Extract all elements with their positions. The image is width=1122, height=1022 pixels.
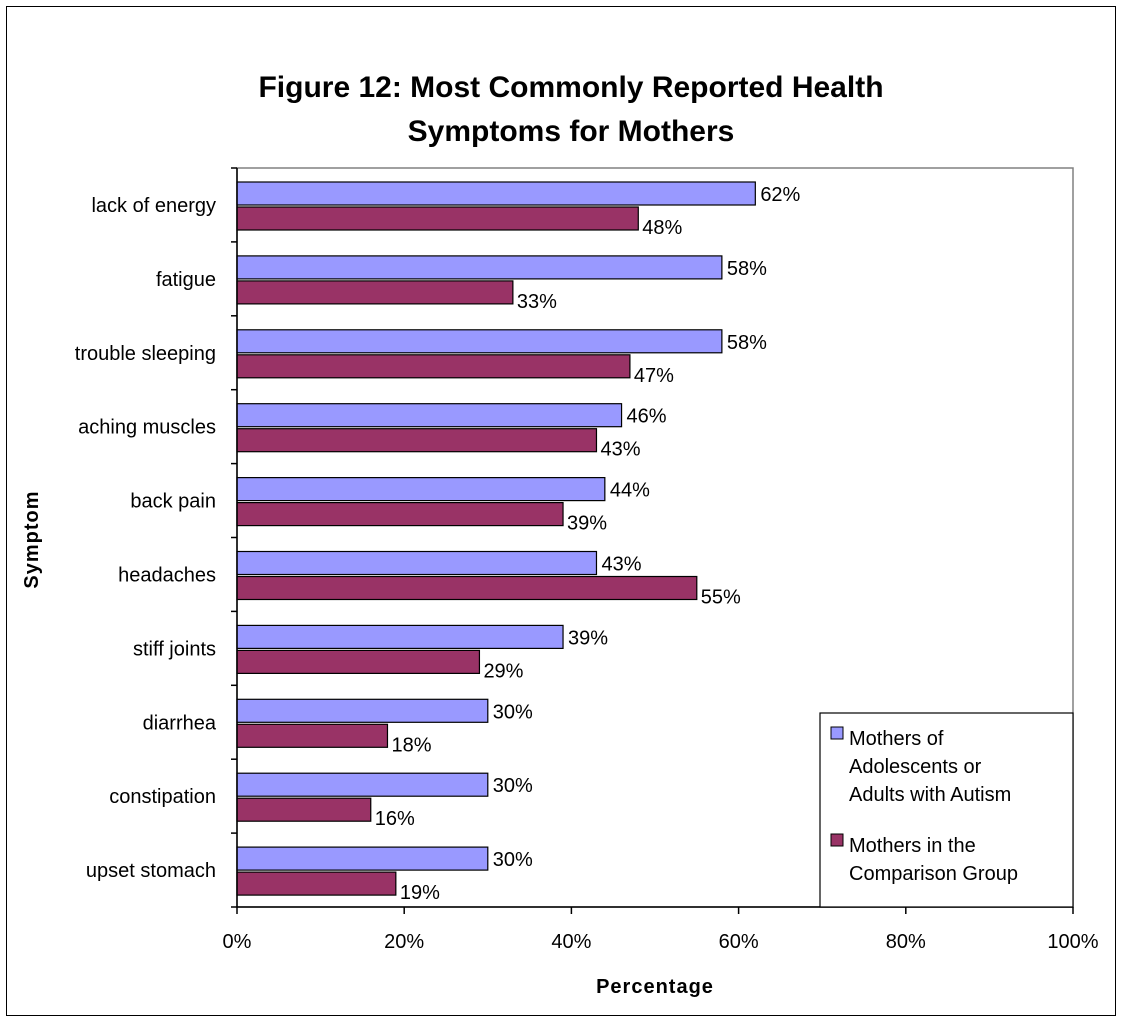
- data-label-comparison-upset-stomach: 19%: [400, 882, 440, 904]
- chart-title-line-2: Symptoms for Mothers: [408, 115, 735, 148]
- bar-autism-fatigue: [236, 255, 723, 280]
- data-label-autism-headaches: 43%: [601, 554, 641, 576]
- bar-comparison-aching-muscles: [236, 428, 598, 453]
- bar-autism-aching-muscles: [236, 403, 623, 428]
- x-tick-label-100pct: 100%: [1047, 931, 1098, 953]
- category-label-trouble-sleeping: trouble sleeping: [75, 343, 216, 365]
- data-label-autism-upset-stomach: 30%: [493, 849, 533, 871]
- legend-label-autism-line-1: Mothers of: [849, 728, 944, 750]
- bar-autism-upset-stomach: [236, 846, 489, 871]
- x-tick-label-20pct: 20%: [384, 931, 424, 953]
- bar-autism-diarrhea: [236, 698, 489, 723]
- category-label-diarrhea: diarrhea: [143, 712, 217, 734]
- data-label-autism-fatigue: 58%: [727, 258, 767, 280]
- category-label-back-pain: back pain: [130, 491, 216, 513]
- y-axis-title: Symptom: [21, 490, 43, 588]
- x-tick-label-40pct: 40%: [551, 931, 591, 953]
- data-label-comparison-fatigue: 33%: [517, 291, 557, 313]
- bar-comparison-stiff-joints: [236, 649, 481, 675]
- x-axis-title: Percentage: [596, 976, 714, 998]
- data-label-autism-stiff-joints: 39%: [568, 627, 608, 649]
- x-tick-label-60pct: 60%: [719, 931, 759, 953]
- bar-comparison-lack-of-energy: [236, 206, 639, 231]
- bar-comparison-back-pain: [236, 502, 564, 527]
- category-label-headaches: headaches: [118, 565, 216, 587]
- data-label-comparison-headaches: 55%: [701, 587, 741, 609]
- legend-swatch-comparison: [830, 833, 844, 847]
- category-label-fatigue: fatigue: [156, 269, 216, 291]
- legend-label-comparison-line-2: Comparison Group: [849, 863, 1018, 885]
- legend-box: [819, 712, 1074, 908]
- bar-autism-lack-of-energy: [236, 181, 756, 206]
- bar-comparison-headaches: [236, 575, 698, 601]
- bar-autism-stiff-joints: [236, 624, 564, 650]
- data-label-autism-back-pain: 44%: [610, 480, 650, 502]
- data-label-comparison-aching-muscles: 43%: [600, 439, 640, 461]
- category-label-upset-stomach: upset stomach: [86, 860, 216, 882]
- category-label-aching-muscles: aching muscles: [78, 417, 216, 439]
- legend-label-autism-line-2: Adolescents or: [849, 756, 982, 778]
- bar-autism-back-pain: [236, 477, 606, 502]
- data-label-comparison-stiff-joints: 29%: [483, 660, 523, 682]
- data-label-autism-constipation: 30%: [493, 775, 533, 797]
- bar-comparison-diarrhea: [236, 723, 389, 748]
- data-label-autism-diarrhea: 30%: [493, 701, 533, 723]
- chart-title-line-1: Figure 12: Most Commonly Reported Health: [258, 71, 883, 104]
- data-label-comparison-constipation: 16%: [375, 808, 415, 830]
- bar-comparison-constipation: [236, 797, 372, 822]
- category-label-lack-of-energy: lack of energy: [91, 195, 216, 217]
- data-label-autism-trouble-sleeping: 58%: [727, 332, 767, 354]
- bar-autism-constipation: [236, 772, 489, 797]
- data-label-autism-aching-muscles: 46%: [627, 406, 667, 428]
- bar-comparison-fatigue: [236, 280, 514, 305]
- x-tick-label-80pct: 80%: [886, 931, 926, 953]
- data-label-comparison-trouble-sleeping: 47%: [634, 365, 674, 387]
- legend-swatch-autism: [830, 726, 844, 740]
- category-label-stiff-joints: stiff joints: [133, 638, 216, 660]
- legend-label-comparison-line-1: Mothers in the: [849, 835, 976, 857]
- bar-comparison-trouble-sleeping: [236, 354, 631, 379]
- category-label-constipation: constipation: [109, 786, 216, 808]
- bar-autism-headaches: [236, 550, 598, 576]
- bar-comparison-upset-stomach: [236, 871, 397, 896]
- data-label-comparison-lack-of-energy: 48%: [642, 217, 682, 239]
- data-label-comparison-diarrhea: 18%: [391, 734, 431, 756]
- bar-autism-trouble-sleeping: [236, 329, 723, 354]
- data-label-comparison-back-pain: 39%: [567, 513, 607, 535]
- legend-label-autism-line-3: Adults with Autism: [849, 784, 1011, 806]
- data-label-autism-lack-of-energy: 62%: [760, 184, 800, 206]
- x-tick-label-0pct: 0%: [223, 931, 252, 953]
